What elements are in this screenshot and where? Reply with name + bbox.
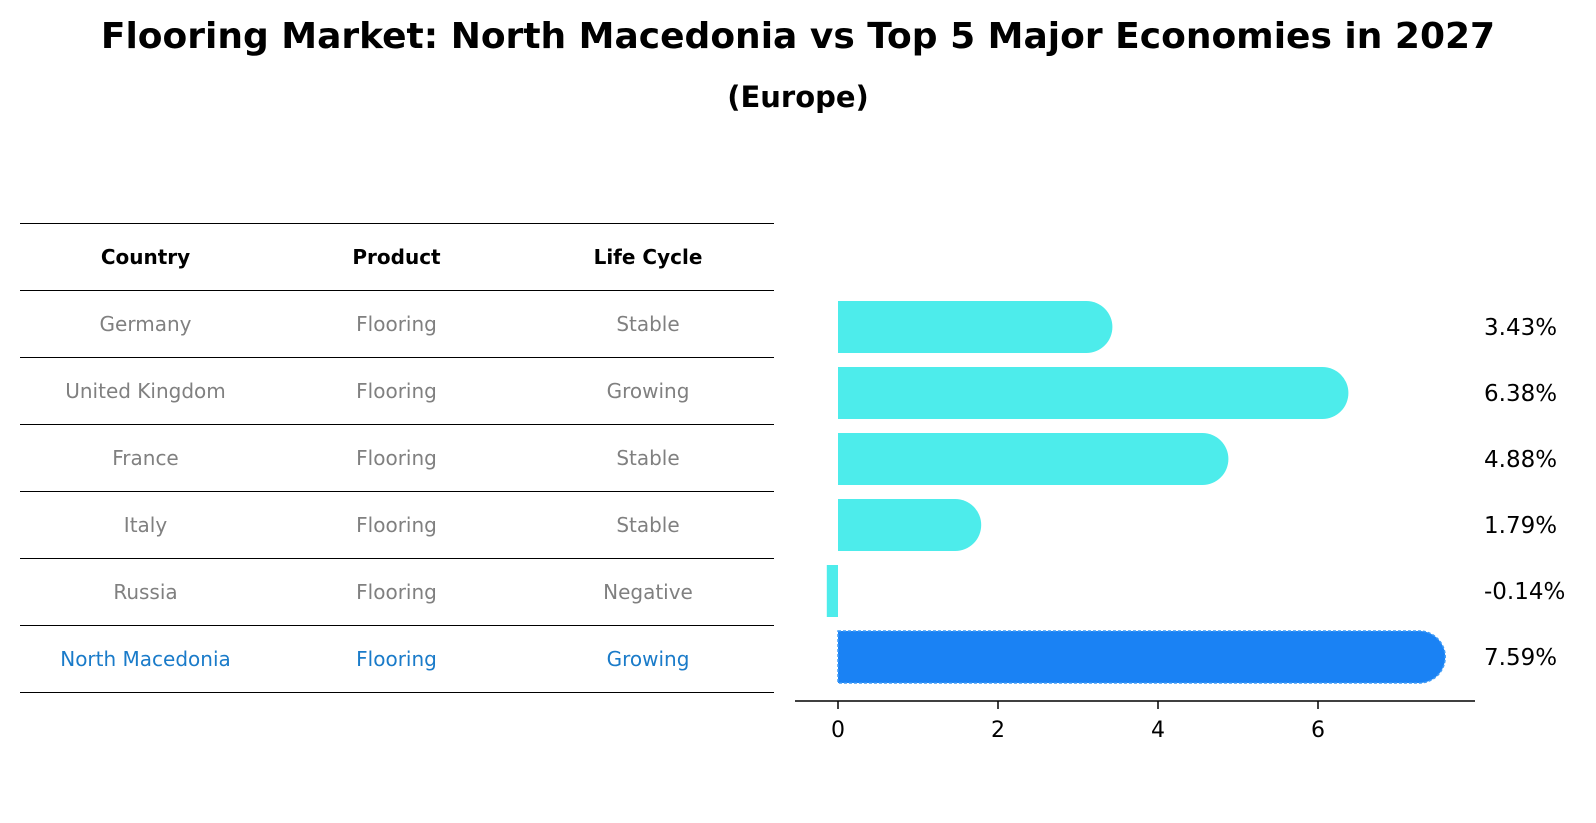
x-tick-label: 0 [831, 718, 845, 743]
cell-life-cycle: Stable [616, 513, 680, 537]
header-life-cycle: Life Cycle [593, 245, 703, 269]
table-row: Germany Flooring Stable [20, 290, 774, 357]
bar [838, 499, 982, 551]
cell-life-cycle: Growing [606, 379, 690, 403]
bar [826, 565, 838, 617]
table-header-row: Country Product Life Cycle [20, 223, 774, 290]
bar [838, 433, 1229, 485]
chart-title: Flooring Market: North Macedonia vs Top … [100, 16, 1496, 57]
bar [838, 301, 1113, 353]
bar-highlight [837, 630, 1446, 684]
cell-country: North Macedonia [60, 647, 231, 671]
header-country: Country [100, 245, 191, 269]
cell-product: Flooring [356, 312, 437, 336]
value-label: 6.38% [1484, 381, 1557, 407]
cell-product: Flooring [356, 647, 437, 671]
cell-product: Flooring [356, 446, 437, 470]
cell-country: Germany [99, 312, 192, 336]
x-tick-label: 4 [1151, 718, 1165, 743]
cell-life-cycle: Growing [606, 647, 690, 671]
cell-product: Flooring [356, 379, 437, 403]
table-row: Italy Flooring Stable [20, 491, 774, 558]
bar [838, 367, 1349, 419]
table-row: United Kingdom Flooring Growing [20, 357, 774, 424]
country-table: Country Product Life Cycle Germany Floor… [20, 223, 774, 693]
value-label: -0.14% [1484, 579, 1565, 605]
x-tick-label: 2 [991, 718, 1005, 743]
value-label: 3.43% [1484, 315, 1557, 341]
cell-life-cycle: Stable [616, 312, 680, 336]
cell-country: Russia [113, 580, 178, 604]
x-tick-label: 6 [1311, 718, 1325, 743]
chart-subtitle: (Europe) [727, 80, 869, 114]
cell-life-cycle: Negative [603, 580, 693, 604]
cell-country: Italy [123, 513, 168, 537]
value-label: 1.79% [1484, 513, 1557, 539]
cell-product: Flooring [356, 513, 437, 537]
value-label: 4.88% [1484, 447, 1557, 473]
cell-product: Flooring [356, 580, 437, 604]
header-product: Product [352, 245, 441, 269]
table-row: France Flooring Stable [20, 424, 774, 491]
cell-country: United Kingdom [65, 379, 226, 403]
cell-life-cycle: Stable [616, 446, 680, 470]
value-label: 7.59% [1484, 645, 1557, 671]
cell-country: France [112, 446, 179, 470]
table-row-highlight: North Macedonia Flooring Growing [20, 625, 774, 693]
table-row: Russia Flooring Negative [20, 558, 774, 625]
